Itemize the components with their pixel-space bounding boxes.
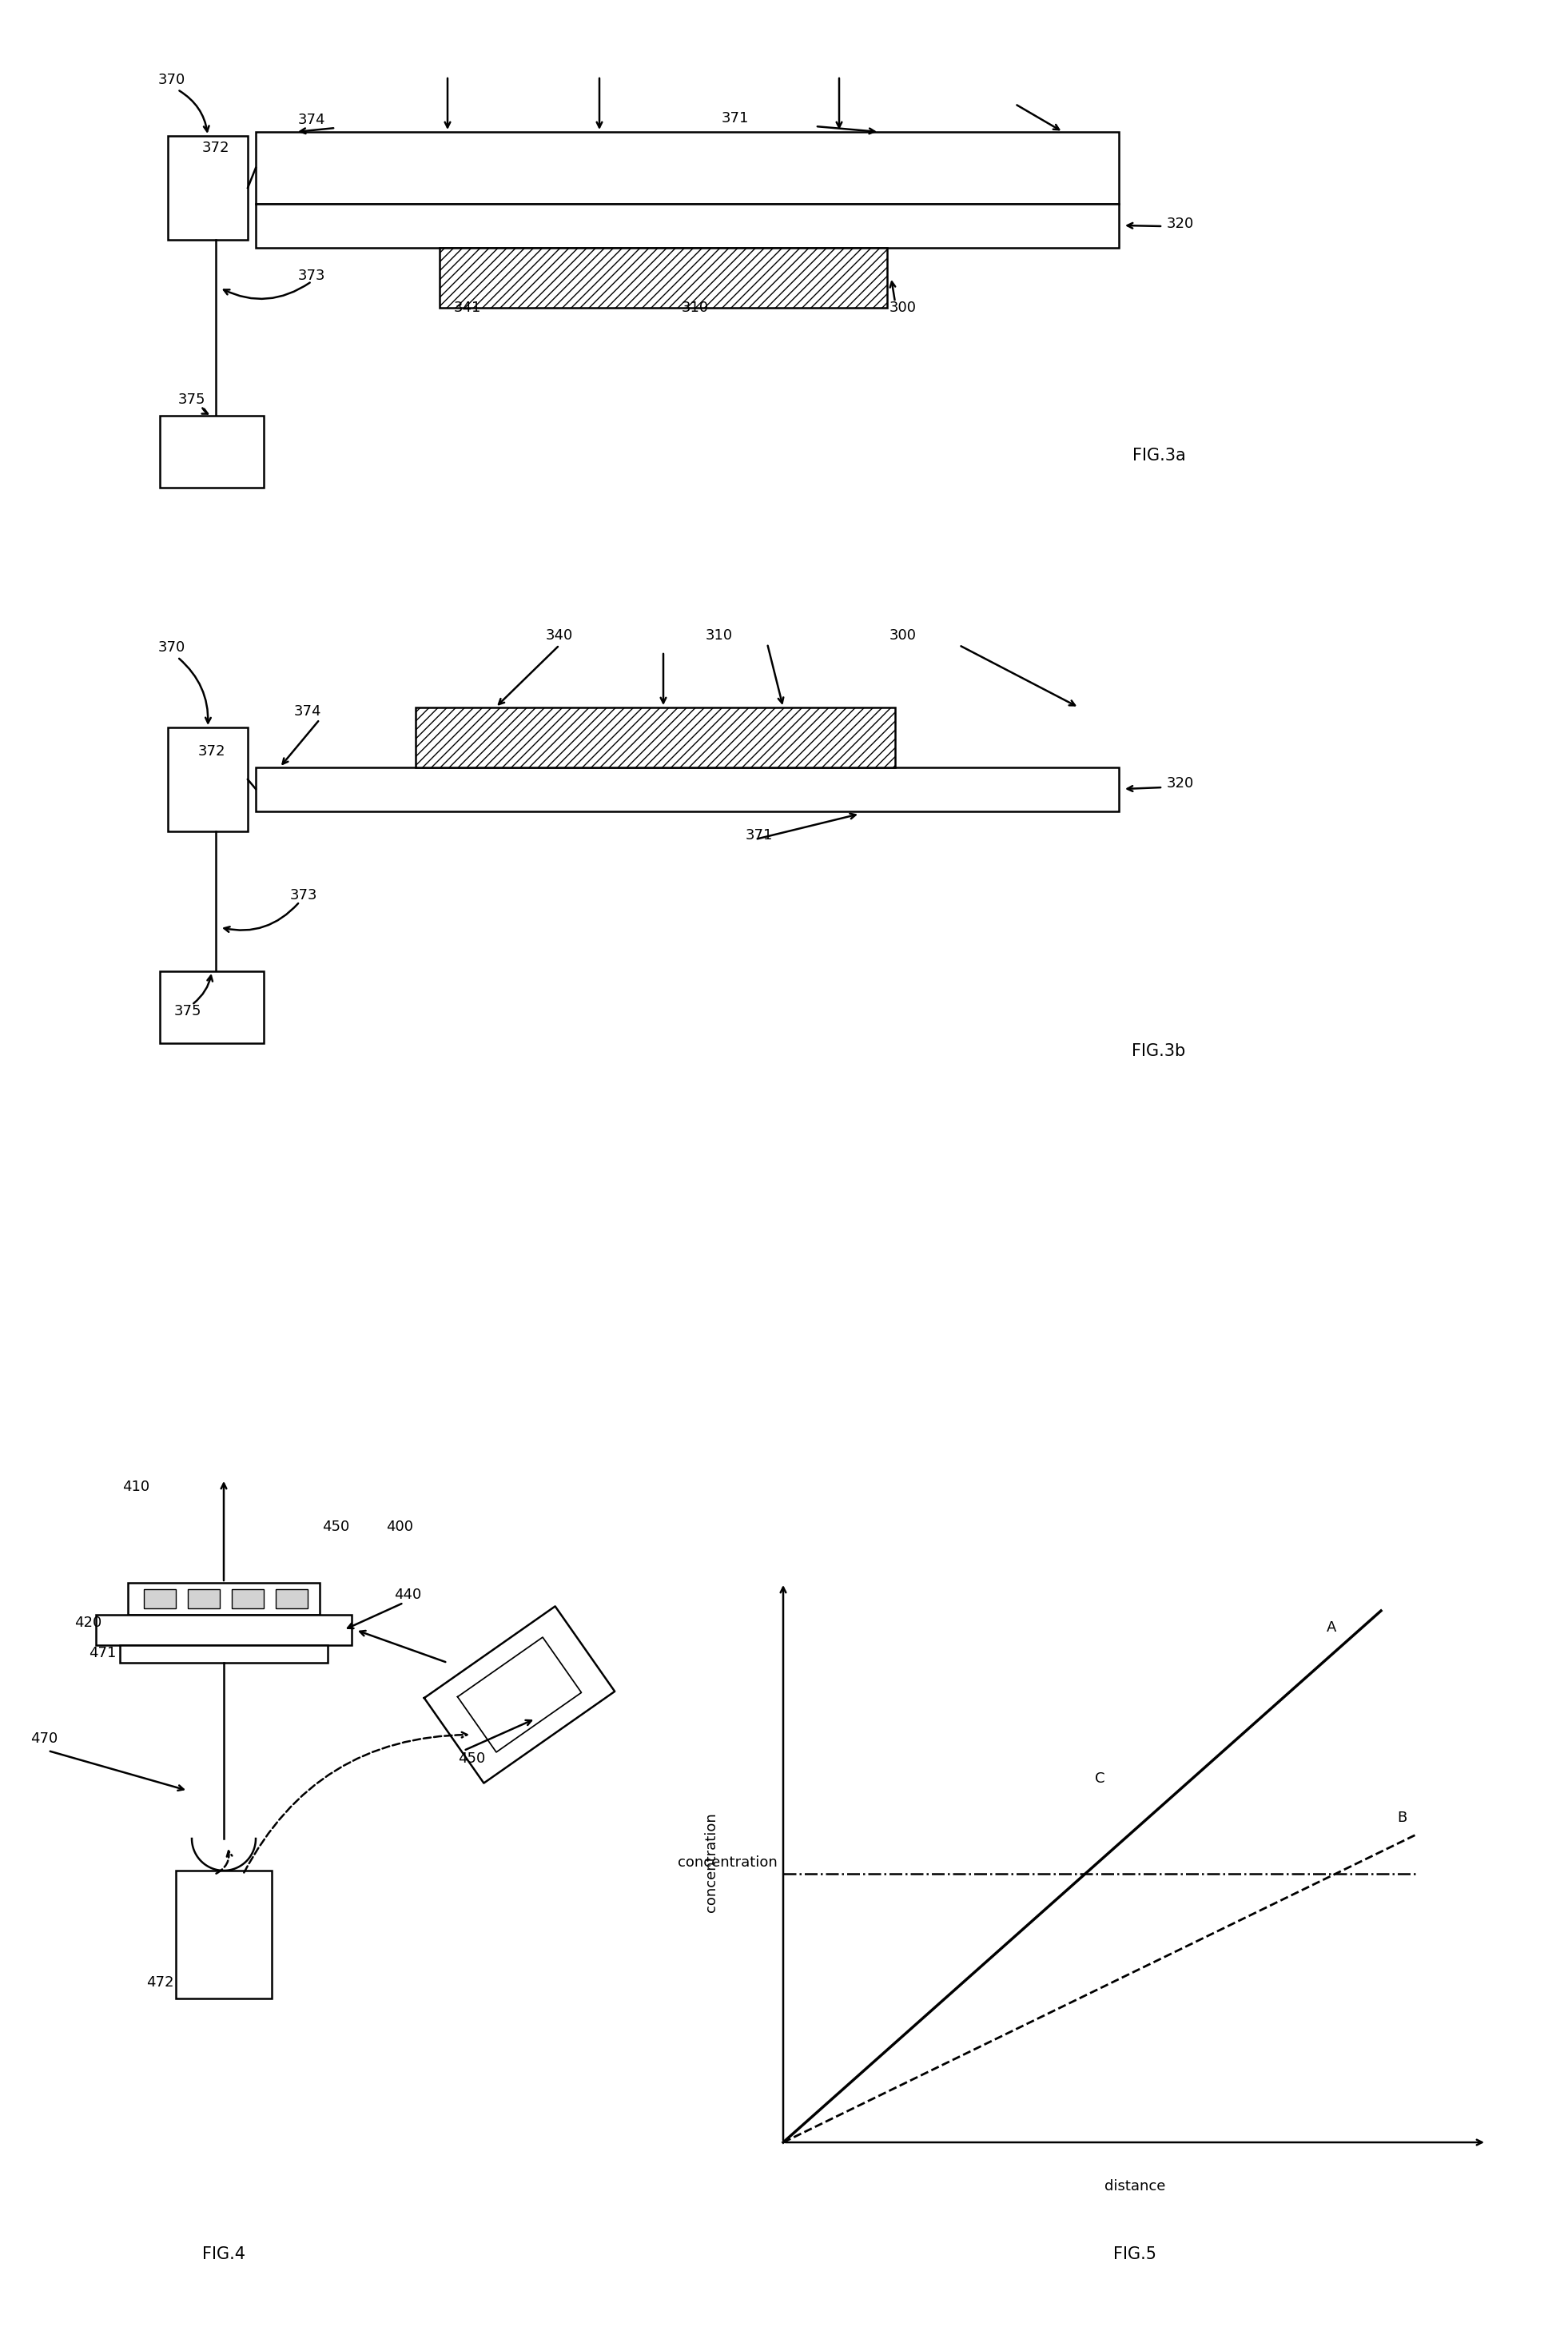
Bar	[256, 204, 1120, 249]
Bar	[160, 972, 263, 1042]
Text: 371: 371	[745, 828, 773, 843]
Text: 450: 450	[458, 1751, 485, 1765]
Text: 470: 470	[30, 1732, 58, 1746]
Bar	[439, 249, 887, 307]
Text: A: A	[1327, 1619, 1336, 1636]
Bar	[276, 1589, 307, 1608]
Text: 371: 371	[721, 110, 750, 124]
Text: concentration: concentration	[704, 1812, 718, 1913]
Text: 374: 374	[298, 113, 326, 127]
Bar	[168, 136, 248, 239]
Text: 410: 410	[122, 1479, 149, 1495]
Text: 340: 340	[546, 629, 574, 643]
Text: 471: 471	[88, 1645, 116, 1659]
Text: FIG.3a: FIG.3a	[1132, 448, 1185, 465]
Text: 320: 320	[1167, 216, 1195, 230]
Text: B: B	[1397, 1810, 1406, 1826]
Text: 370: 370	[158, 73, 185, 87]
Bar	[416, 706, 895, 767]
Text: 370: 370	[158, 641, 185, 655]
Text: FIG.4: FIG.4	[202, 2246, 245, 2263]
Bar	[129, 1582, 320, 1615]
Text: 420: 420	[74, 1615, 102, 1629]
Text: C: C	[1094, 1772, 1105, 1786]
Bar	[160, 415, 263, 488]
Bar	[232, 1589, 263, 1608]
Bar	[256, 767, 1120, 812]
Bar	[176, 1871, 271, 1997]
Text: concentration: concentration	[677, 1856, 778, 1871]
Text: 440: 440	[394, 1587, 422, 1603]
Text: 300: 300	[889, 629, 917, 643]
Text: 450: 450	[321, 1519, 350, 1535]
Text: 375: 375	[179, 392, 205, 406]
Text: 300: 300	[889, 300, 917, 314]
Text: 374: 374	[293, 704, 321, 718]
Text: FIG.3b: FIG.3b	[1132, 1042, 1185, 1058]
Text: 320: 320	[1167, 777, 1195, 791]
Bar	[256, 131, 1120, 204]
Text: 472: 472	[146, 1976, 174, 1990]
Bar	[119, 1645, 328, 1662]
Bar	[168, 728, 248, 831]
Bar	[144, 1589, 176, 1608]
Text: 341: 341	[453, 300, 481, 314]
Text: 373: 373	[298, 268, 326, 284]
Text: 372: 372	[198, 744, 226, 758]
Bar	[96, 1615, 351, 1645]
Text: 373: 373	[290, 887, 317, 904]
Text: 310: 310	[706, 629, 732, 643]
Text: 310: 310	[682, 300, 709, 314]
Text: FIG.5: FIG.5	[1113, 2246, 1157, 2263]
Bar	[188, 1589, 220, 1608]
Text: 372: 372	[202, 141, 229, 155]
Text: distance: distance	[1104, 2178, 1165, 2194]
Text: 400: 400	[386, 1519, 414, 1535]
Text: 375: 375	[174, 1005, 202, 1019]
